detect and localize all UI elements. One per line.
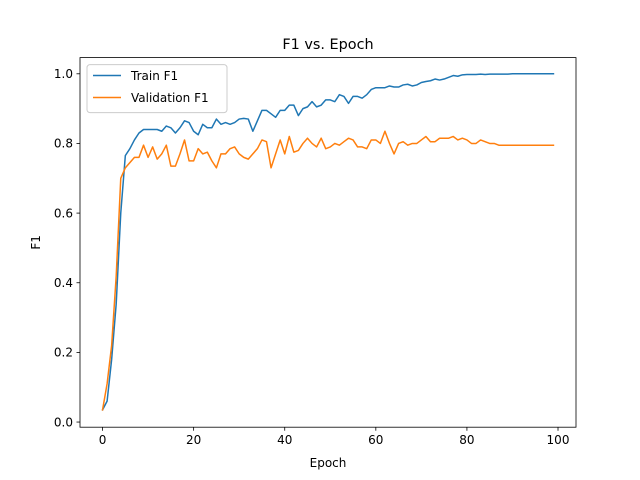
y-tick-label: 0.8 <box>54 137 73 151</box>
x-axis-ticks: 0 20 40 60 80 100 <box>99 427 570 447</box>
plot-area <box>80 57 576 428</box>
x-tick-label: 80 <box>459 433 474 447</box>
x-tick-label: 20 <box>186 433 201 447</box>
y-tick-label: 0.2 <box>54 346 73 360</box>
x-tick-label: 100 <box>547 433 570 447</box>
plot-frame <box>79 57 577 428</box>
y-tick-label: 0.6 <box>54 206 73 220</box>
series-line-train-f1 <box>101 73 555 411</box>
x-axis-label: Epoch <box>310 456 347 470</box>
y-axis-label: F1 <box>29 235 43 250</box>
legend-box <box>86 64 228 114</box>
legend: Train F1 Validation F1 <box>86 64 228 114</box>
y-tick-label: 0.0 <box>54 415 73 429</box>
legend-label-validation: Validation F1 <box>131 91 209 105</box>
series-layer <box>101 73 555 411</box>
x-tick-label: 60 <box>368 433 383 447</box>
legend-label-train: Train F1 <box>130 69 178 83</box>
y-tick-label: 1.0 <box>54 67 73 81</box>
x-tick-label: 40 <box>277 433 292 447</box>
chart-title: F1 vs. Epoch <box>282 37 373 53</box>
y-axis-ticks: 0.0 0.2 0.4 0.6 0.8 1.0 <box>54 67 80 429</box>
x-tick-label: 0 <box>99 433 107 447</box>
y-tick-label: 0.4 <box>54 276 73 290</box>
series-line-validation-f1 <box>101 130 555 411</box>
